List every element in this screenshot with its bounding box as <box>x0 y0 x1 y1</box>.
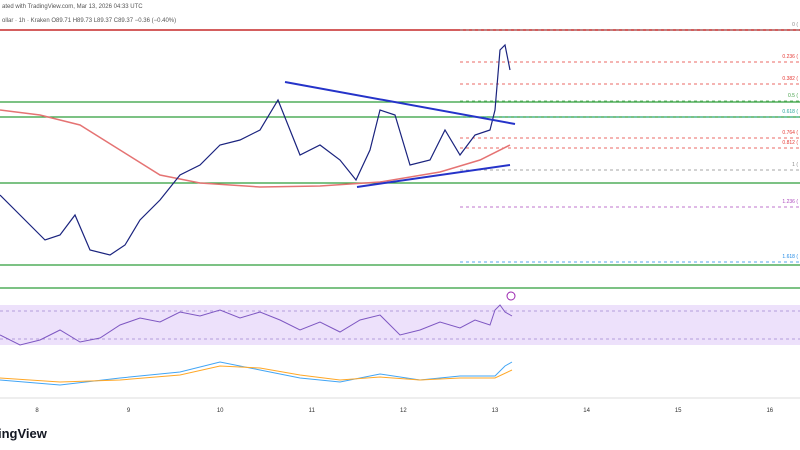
date-label: 8 <box>35 408 39 414</box>
fib-label: 1 ( <box>792 162 798 168</box>
rsi-line <box>0 304 513 346</box>
fib-label: 0.382 ( <box>782 76 798 82</box>
date-label: 13 <box>492 408 499 414</box>
fib-label: 0.236 ( <box>782 54 798 60</box>
date-label: 14 <box>583 408 590 414</box>
rsi-panel <box>0 305 800 345</box>
date-label: 16 <box>766 408 773 414</box>
date-label: 11 <box>309 408 316 414</box>
date-label: 15 <box>675 408 682 414</box>
fib-label: 0.812 ( <box>782 140 798 146</box>
fib-label: 0.5 ( <box>788 93 798 99</box>
logo: ingView <box>0 426 48 441</box>
fib-lines: 0 ( 0.236 ( 0.382 ( 0.5 ( 0.618 ( 0.764 ( 0.81… <box>460 22 800 263</box>
signal-line <box>0 365 513 383</box>
date-axis: 8 9 10 11 12 13 14 15 16 <box>35 408 773 414</box>
fib-label: 1.236 ( <box>782 199 798 205</box>
date-label: 10 <box>217 408 224 414</box>
fib-label: 1.618 ( <box>782 254 798 260</box>
fib-label: 0.764 ( <box>782 130 798 136</box>
fib-label: 0 ( <box>792 22 798 28</box>
alert-icon <box>506 291 516 301</box>
date-label: 9 <box>127 408 131 414</box>
moving-average <box>0 109 511 188</box>
date-label: 12 <box>400 408 407 414</box>
header-line: ated with TradingView.com, Mar 13, 2026 … <box>2 4 143 10</box>
trendline-upper <box>284 81 516 125</box>
trendline-lower <box>356 164 511 188</box>
fib-label: 0.618 ( <box>782 109 798 115</box>
symbol-line: ollar · 1h · Kraken O89.71 H89.73 L89.37… <box>2 18 176 24</box>
macd-line <box>0 361 513 386</box>
price-line <box>0 43 511 256</box>
support-lines <box>0 101 800 289</box>
